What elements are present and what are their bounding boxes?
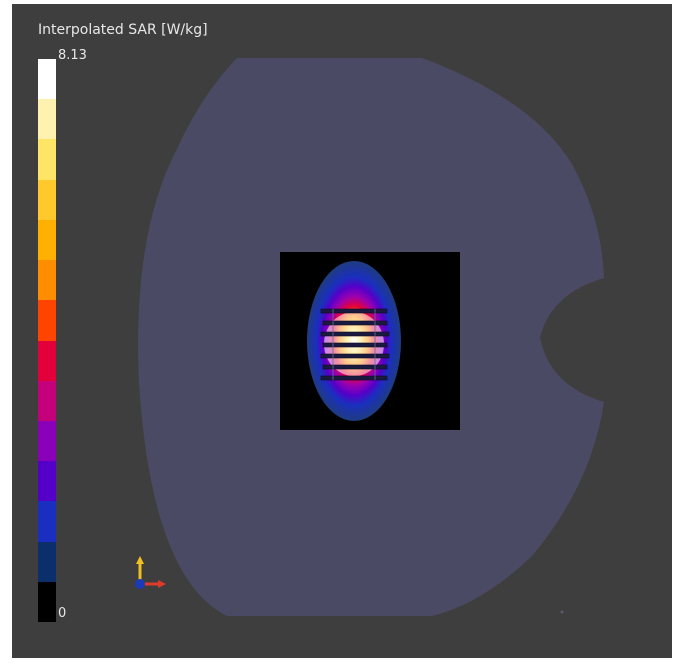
colorbar-band	[38, 340, 56, 381]
colorbar-band	[38, 99, 56, 140]
colorbar-band	[38, 461, 56, 502]
coil-rung	[322, 364, 388, 370]
legend-max-label: 8.13	[58, 48, 87, 63]
colorbar-band	[38, 420, 56, 462]
colorbar-band	[38, 179, 56, 220]
legend-min-label: 0	[58, 606, 67, 621]
coil-rung	[320, 353, 390, 359]
coil-rung	[320, 331, 390, 337]
coil-rung	[320, 375, 388, 381]
coil-rung	[322, 342, 388, 348]
coil-rung	[322, 320, 388, 326]
legend-title: Interpolated SAR [W/kg]	[38, 22, 208, 38]
colorbar-band	[38, 300, 56, 341]
scene-marker	[560, 610, 564, 614]
colorbar-band	[38, 380, 56, 421]
scene-view[interactable]	[12, 4, 672, 658]
axes-triad-icon[interactable]	[135, 556, 166, 589]
coil-end-conductors	[332, 309, 376, 380]
sar-colorbar	[38, 59, 56, 623]
colorbar-band	[38, 581, 56, 623]
colorbar-band	[38, 501, 56, 542]
viewport[interactable]: Interpolated SAR [W/kg] 8.13 0	[12, 4, 672, 658]
coil-rungs	[320, 308, 390, 381]
colorbar-band	[38, 260, 56, 301]
colorbar-band	[38, 59, 56, 100]
coil-rung	[320, 308, 388, 314]
axis-z	[135, 579, 145, 589]
colorbar-band	[38, 139, 56, 180]
colorbar-band	[38, 219, 56, 261]
colorbar-band	[38, 541, 56, 582]
